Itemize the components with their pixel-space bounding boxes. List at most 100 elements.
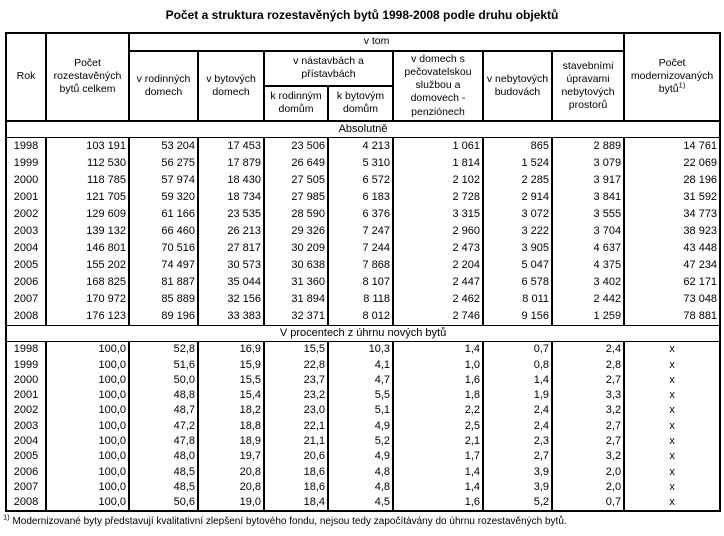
value-cell: 100,0 <box>45 402 130 419</box>
value-cell: 1,4 <box>392 464 484 480</box>
value-cell: 103 191 <box>45 137 130 155</box>
value-cell: 27 817 <box>197 239 265 257</box>
year-cell: 2004 <box>5 239 47 257</box>
year-cell: 2000 <box>5 372 47 388</box>
value-cell: 17 453 <box>197 137 265 155</box>
footnote-text: Modernizované byty představují kvalitati… <box>9 515 567 527</box>
value-cell: 15,9 <box>197 356 265 373</box>
value-cell: 155 202 <box>45 256 130 274</box>
value-cell: x <box>623 341 722 357</box>
value-cell: 4,1 <box>327 356 394 373</box>
value-cell: x <box>623 372 722 388</box>
value-cell: 43 448 <box>623 239 722 257</box>
value-cell: 2,4 <box>482 418 553 434</box>
value-cell: 34 773 <box>623 205 722 223</box>
value-cell: 15,4 <box>197 387 265 403</box>
header-total: Počet rozestavěných bytů celkem <box>45 32 130 122</box>
section-band-row: Absolutně <box>4 120 722 138</box>
value-cell: 18,2 <box>197 402 265 419</box>
table-row: 2008 100,0 50,6 19,0 18,4 4,5 1,6 5,2 0,7 x <box>5 494 722 511</box>
value-cell: 23,0 <box>263 402 329 419</box>
value-cell: 23,2 <box>263 387 329 403</box>
value-cell: 3,3 <box>550 387 626 403</box>
header-care-homes: v domech s pečovatelskou službou a domov… <box>392 50 484 122</box>
header-family-houses: v rodinných domech <box>128 50 199 122</box>
year-cell: 2005 <box>5 256 47 274</box>
value-cell: 3 079 <box>550 154 626 172</box>
value-cell: 4,5 <box>327 494 394 511</box>
value-cell: x <box>623 356 722 373</box>
value-cell: 22,1 <box>263 418 329 434</box>
value-cell: 129 609 <box>45 205 130 223</box>
value-cell: 2 204 <box>392 256 484 274</box>
value-cell: 1,4 <box>392 341 484 357</box>
value-cell: 2 447 <box>392 273 484 291</box>
value-cell: 3 917 <box>550 171 626 189</box>
value-cell: 2 746 <box>392 307 484 326</box>
value-cell: 52,8 <box>128 341 199 357</box>
value-cell: 146 801 <box>45 239 130 257</box>
value-cell: 3,9 <box>482 464 553 480</box>
value-cell: 23 506 <box>263 137 329 155</box>
value-cell: 22 069 <box>623 154 722 172</box>
table-row: 2003 139 132 66 460 26 213 29 326 7 247 2 960 3… <box>5 222 722 240</box>
value-cell: 70 516 <box>128 239 199 257</box>
value-cell: 48,0 <box>128 448 199 464</box>
value-cell: 100,0 <box>45 464 130 480</box>
value-cell: 27 985 <box>263 188 329 206</box>
year-cell: 2003 <box>5 222 47 240</box>
value-cell: 1,6 <box>392 372 484 388</box>
value-cell: 1 061 <box>392 137 484 155</box>
value-cell: 2,0 <box>550 464 626 480</box>
table-header: Rok Počet rozestavěných bytů celkem v to… <box>5 32 722 122</box>
value-cell: 7 868 <box>327 256 394 274</box>
value-cell: 8 011 <box>482 290 553 308</box>
value-cell: 1,0 <box>392 356 484 373</box>
value-cell: 112 530 <box>45 154 130 172</box>
value-cell: x <box>623 479 722 495</box>
value-cell: 3 072 <box>482 205 553 223</box>
value-cell: 31 592 <box>623 188 722 206</box>
value-cell: 100,0 <box>45 479 130 495</box>
value-cell: 2,3 <box>482 433 553 449</box>
header-modernized: Počet modernizovaných bytů1) <box>623 32 722 122</box>
table-row: 2006 168 825 81 887 35 044 31 360 8 107 2 447 6… <box>5 273 722 291</box>
value-cell: 6 183 <box>327 188 394 206</box>
value-cell: 6 572 <box>327 171 394 189</box>
year-cell: 2004 <box>5 433 47 449</box>
table-row: 2005 155 202 74 497 30 573 30 638 7 868 2 204 5… <box>5 256 722 274</box>
value-cell: 139 132 <box>45 222 130 240</box>
value-cell: 2,8 <box>550 356 626 373</box>
year-cell: 2001 <box>5 387 47 403</box>
table-row: 2004 100,0 47,8 18,9 21,1 5,2 2,1 2,3 2,7 x <box>5 433 722 449</box>
value-cell: 81 887 <box>128 273 199 291</box>
value-cell: 28 196 <box>623 171 722 189</box>
value-cell: 3 402 <box>550 273 626 291</box>
value-cell: 78 881 <box>623 307 722 326</box>
year-cell: 1998 <box>5 137 47 155</box>
value-cell: 2,0 <box>550 479 626 495</box>
value-cell: 3 841 <box>550 188 626 206</box>
value-cell: 17 879 <box>197 154 265 172</box>
value-cell: 2 462 <box>392 290 484 308</box>
value-cell: 1 814 <box>392 154 484 172</box>
value-cell: 35 044 <box>197 273 265 291</box>
value-cell: 121 705 <box>45 188 130 206</box>
value-cell: 7 247 <box>327 222 394 240</box>
value-cell: 47,8 <box>128 433 199 449</box>
value-cell: 10,3 <box>327 341 394 357</box>
value-cell: 50,0 <box>128 372 199 388</box>
value-cell: 48,5 <box>128 464 199 480</box>
value-cell: 48,7 <box>128 402 199 419</box>
value-cell: 66 460 <box>128 222 199 240</box>
value-cell: 2,7 <box>482 448 553 464</box>
value-cell: 23 535 <box>197 205 265 223</box>
value-cell: 1 259 <box>550 307 626 326</box>
value-cell: 30 573 <box>197 256 265 274</box>
value-cell: 5,2 <box>327 433 394 449</box>
year-cell: 2001 <box>5 188 47 206</box>
value-cell: 30 209 <box>263 239 329 257</box>
value-cell: 89 196 <box>128 307 199 326</box>
year-cell: 2006 <box>5 273 47 291</box>
value-cell: 21,1 <box>263 433 329 449</box>
